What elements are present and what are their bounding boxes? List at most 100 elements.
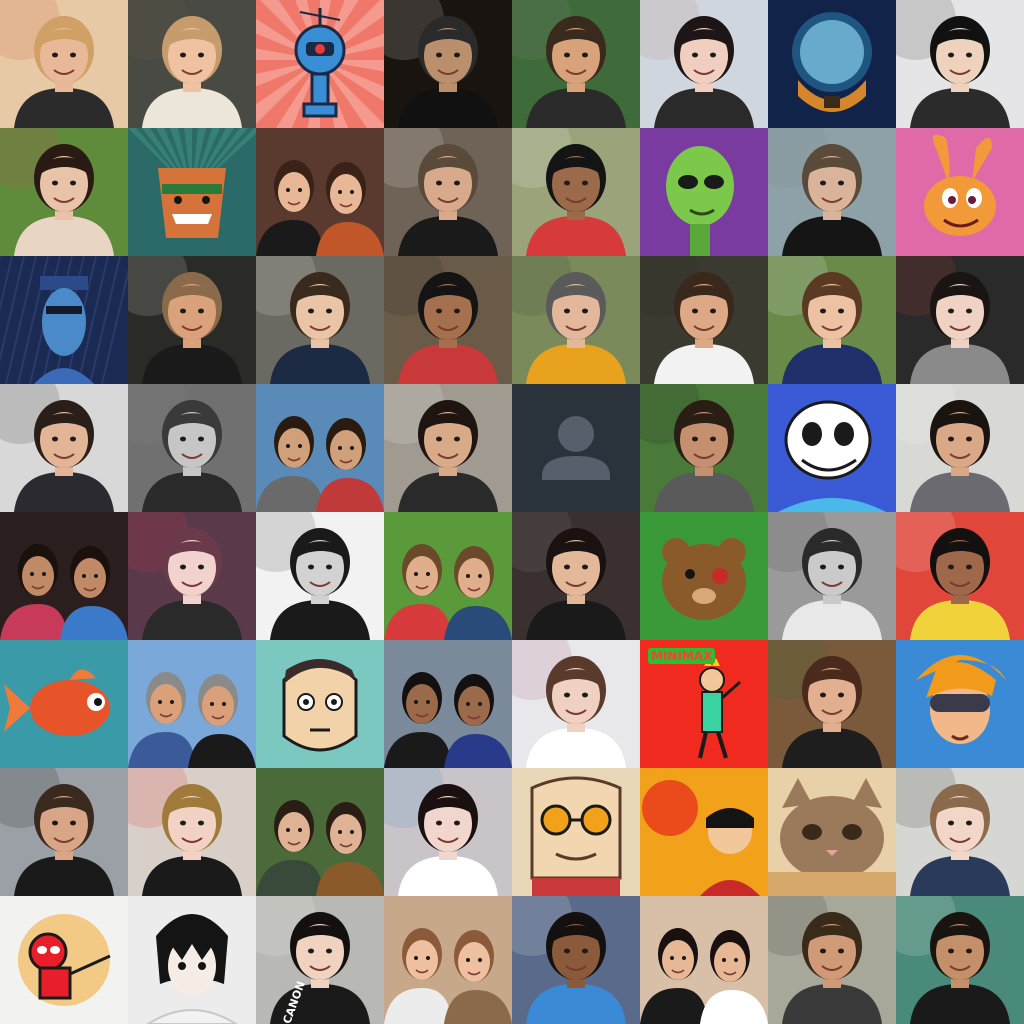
avatar-cartoon-man-face[interactable] [256, 640, 384, 768]
avatar-man-sunglasses-jungle[interactable] [640, 384, 768, 512]
avatar-bald-man-bw[interactable] [128, 384, 256, 512]
avatar-default-placeholder-image [512, 384, 640, 512]
avatar-girl-blue-eyes-image [384, 768, 512, 896]
avatar-man-sunglasses-jungle-image [640, 384, 768, 512]
avatar-couple-sunglasses-image [128, 640, 256, 768]
avatar-cartoon-goggled-man-image [512, 768, 640, 896]
avatar-man-glasses-hands[interactable] [896, 0, 1024, 128]
avatar-default-placeholder[interactable] [512, 384, 640, 512]
avatar-couple-sea-image [384, 640, 512, 768]
avatar-patched-bear[interactable] [640, 512, 768, 640]
avatar-chief-cartoon[interactable] [128, 128, 256, 256]
avatar-couple-beach-image [256, 384, 384, 512]
avatar-couple-beach[interactable] [256, 384, 384, 512]
avatar-couple-restaurant[interactable] [256, 128, 384, 256]
avatar-man-glasses-bw-image [256, 512, 384, 640]
avatar-cat-face[interactable] [768, 768, 896, 896]
avatar-green-alien-image [640, 128, 768, 256]
avatar-green-alien[interactable] [640, 128, 768, 256]
avatar-boy-room[interactable] [512, 896, 640, 1024]
avatar-girl-blue-eyes[interactable] [384, 768, 512, 896]
avatar-man-white-shirt[interactable] [640, 256, 768, 384]
avatar-space-helmet-image [768, 0, 896, 128]
avatar-smiling-man-outdoors[interactable] [512, 0, 640, 128]
avatar-goldfish-image [0, 640, 128, 768]
avatar-man-mug[interactable] [384, 128, 512, 256]
avatar-girl-glasses-camera[interactable]: CANON [256, 896, 384, 1024]
avatar-blue-robot[interactable] [256, 0, 384, 128]
avatar-man-sunglasses-car[interactable] [0, 768, 128, 896]
avatar-man-piano-bw-image [768, 512, 896, 640]
avatar-woman-with-bottle-image [0, 0, 128, 128]
avatar-cartoon-goggles-image [896, 640, 1024, 768]
avatar-man-nike-cap[interactable] [512, 256, 640, 384]
avatar-man-baby[interactable] [384, 896, 512, 1024]
avatar-girl-red-lips[interactable] [128, 768, 256, 896]
avatar-blue-cartoon-man[interactable] [0, 256, 128, 384]
avatar-girl-glasses-bedroom-image [896, 768, 1024, 896]
minimax-logo: MINIMAX [648, 648, 716, 664]
avatar-woman-striped[interactable] [768, 256, 896, 384]
avatar-man-glasses-outdoors[interactable] [768, 128, 896, 256]
avatar-patched-bear-image [640, 512, 768, 640]
avatar-man-glasses-shop-image [896, 896, 1024, 1024]
avatar-boy-glasses[interactable] [384, 256, 512, 384]
avatar-man-glasses-beard[interactable] [0, 384, 128, 512]
avatar-couple-field-image [384, 512, 512, 640]
avatar-man-sunglasses-backpack[interactable] [768, 896, 896, 1024]
avatar-couple-field[interactable] [384, 512, 512, 640]
avatar-man-office-image [512, 128, 640, 256]
avatar-girl-pout[interactable] [640, 0, 768, 128]
avatar-man-dark-shirt-image [128, 256, 256, 384]
avatar-man-navy-sweater-image [256, 256, 384, 384]
avatar-couple-sea[interactable] [384, 640, 512, 768]
avatar-cartoon-goggled-man[interactable] [512, 768, 640, 896]
avatar-man-glasses-bw[interactable] [256, 512, 384, 640]
avatar-couple-restaurant-image [256, 128, 384, 256]
avatar-smiling-woman[interactable] [128, 0, 256, 128]
avatar-cat-face-image [768, 768, 896, 896]
avatar-girl-purple-glasses-image [128, 512, 256, 640]
avatar-space-helmet[interactable] [768, 0, 896, 128]
avatar-two-girls[interactable] [0, 512, 128, 640]
avatar-woman-flower-park[interactable] [0, 128, 128, 256]
avatar-man-dark-shirt[interactable] [128, 256, 256, 384]
avatar-man-navy-sweater[interactable] [256, 256, 384, 384]
avatar-couple-sunglasses[interactable] [128, 640, 256, 768]
avatar-man-dog[interactable] [256, 768, 384, 896]
avatar-sans-skeleton[interactable] [768, 384, 896, 512]
avatar-woman-smiling-hands[interactable] [384, 384, 512, 512]
avatar-l-anime-image [128, 896, 256, 1024]
avatar-man-nike-cap-image [512, 256, 640, 384]
avatar-cartoon-goggles[interactable] [896, 640, 1024, 768]
avatar-man-grey-shirt[interactable] [896, 384, 1024, 512]
avatar-woman-striped-image [768, 256, 896, 384]
avatar-deadpool-cartoon[interactable] [0, 896, 128, 1024]
avatar-girl-red-lips-image [128, 768, 256, 896]
avatar-man-glasses-outdoors-image [768, 128, 896, 256]
avatar-man-glasses-shop[interactable] [896, 896, 1024, 1024]
avatar-girl-animal-hat[interactable] [512, 640, 640, 768]
avatar-luffy-punch[interactable] [640, 768, 768, 896]
avatar-godfather[interactable] [384, 0, 512, 128]
avatar-l-anime[interactable] [128, 896, 256, 1024]
avatar-girl-purple-glasses[interactable] [128, 512, 256, 640]
avatar-cartoon-man-face-image [256, 640, 384, 768]
avatar-man-dog-image [256, 768, 384, 896]
avatar-woman-dark-hair[interactable] [512, 512, 640, 640]
avatar-man-piano-bw[interactable] [768, 512, 896, 640]
avatar-minimax-stick-figure[interactable]: MINIMAX [640, 640, 768, 768]
avatar-man-office[interactable] [512, 128, 640, 256]
avatar-girl-glasses-grey[interactable] [896, 256, 1024, 384]
avatar-man-bottle[interactable] [768, 640, 896, 768]
avatar-girl-glasses-bedroom[interactable] [896, 768, 1024, 896]
avatar-deadpool-cartoon-image [0, 896, 128, 1024]
avatar-goldfish[interactable] [0, 640, 128, 768]
avatar-woman-with-bottle[interactable] [0, 0, 128, 128]
avatar-luffy-punch-image [640, 768, 768, 896]
avatar-orange-cartoon-creature[interactable] [896, 128, 1024, 256]
avatar-boy-yellow-shirt[interactable] [896, 512, 1024, 640]
avatar-man-sunglasses-car-image [0, 768, 128, 896]
avatar-couple-selfie[interactable] [640, 896, 768, 1024]
